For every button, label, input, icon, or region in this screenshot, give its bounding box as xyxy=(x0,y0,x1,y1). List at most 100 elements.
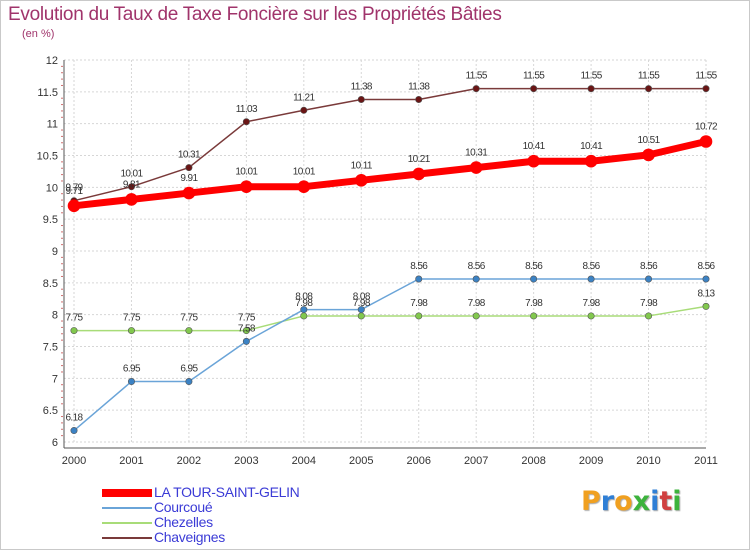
x-tick-label: 2004 xyxy=(292,455,316,467)
logo-letter: t xyxy=(659,486,673,517)
data-label-0: 9.81 xyxy=(123,179,141,190)
x-tick-label: 2000 xyxy=(62,455,86,467)
series-point-2 xyxy=(472,312,480,320)
series-point-2 xyxy=(415,312,423,320)
series-point-3 xyxy=(530,85,538,93)
legend-label: Chezelles xyxy=(154,514,213,530)
x-tick-label: 2011 xyxy=(694,455,718,467)
series-point-2 xyxy=(587,312,595,320)
series xyxy=(67,85,713,435)
series-point-0 xyxy=(469,161,483,174)
data-label-2: 7.98 xyxy=(353,298,371,309)
series-point-3 xyxy=(242,118,250,126)
y-tick-label: 6.5 xyxy=(43,405,58,417)
data-label-1: 8.08 xyxy=(295,292,313,303)
series-point-2 xyxy=(70,327,78,335)
series-point-1 xyxy=(587,275,595,283)
series-point-2 xyxy=(185,327,193,335)
logo-letter: x xyxy=(632,486,651,517)
series-point-3 xyxy=(472,85,480,93)
data-label-1: 8.56 xyxy=(583,261,601,272)
series-point-3 xyxy=(300,106,308,114)
legend-label: Chaveignes xyxy=(154,529,225,545)
series-point-2 xyxy=(702,302,710,310)
series-point-2 xyxy=(530,312,538,320)
series-point-2 xyxy=(357,312,365,320)
series-point-1 xyxy=(645,275,653,283)
y-tick-label: 9.5 xyxy=(43,214,58,226)
series-point-3 xyxy=(127,183,135,191)
series-point-1 xyxy=(242,337,250,345)
series-point-0 xyxy=(182,186,196,200)
series-point-1 xyxy=(472,275,480,283)
legend-label: Courcoué xyxy=(154,499,213,515)
y-tick-label: 10 xyxy=(46,182,58,194)
x-tick-label: 2006 xyxy=(406,455,430,467)
logo-letter: r xyxy=(600,486,615,517)
x-tick-label: 2005 xyxy=(349,455,373,467)
series-point-0 xyxy=(699,135,713,148)
y-tick-label: 7 xyxy=(52,373,58,385)
data-label-3: 11.38 xyxy=(408,81,430,92)
chart-subtitle: (en %) xyxy=(22,28,55,40)
logo-letter: i xyxy=(650,486,660,517)
series-line-3 xyxy=(73,87,707,202)
series-point-0 xyxy=(584,154,598,168)
data-label-2: 7.98 xyxy=(410,298,428,309)
data-label-1: 8.08 xyxy=(353,292,371,303)
series-point-0 xyxy=(125,193,138,206)
data-label-2: 7.75 xyxy=(65,313,83,324)
series-point-1 xyxy=(530,275,538,283)
data-label-2: 7.98 xyxy=(468,298,486,309)
legend-swatch xyxy=(102,537,152,539)
data-label-3: 11.55 xyxy=(638,71,660,82)
y-tick-label: 8.5 xyxy=(43,278,58,290)
data-label-0: 10.41 xyxy=(580,141,603,152)
series-point-1 xyxy=(70,427,78,435)
data-label-0: 10.72 xyxy=(695,121,718,132)
data-label-1: 8.56 xyxy=(640,261,658,272)
logo-letter: P xyxy=(581,486,601,517)
data-label-1: 8.56 xyxy=(410,261,428,272)
series-point-1 xyxy=(415,275,423,283)
series-point-2 xyxy=(300,312,308,320)
data-label-0: 10.51 xyxy=(638,135,661,146)
legend-swatch xyxy=(102,489,152,497)
y-tick-label: 7.5 xyxy=(43,342,58,354)
data-label-0: 10.41 xyxy=(523,141,546,152)
series-point-0 xyxy=(297,180,311,193)
data-label-2: 7.75 xyxy=(180,313,198,324)
series-point-1 xyxy=(357,306,365,314)
series-point-1 xyxy=(702,275,710,283)
data-label-1: 7.58 xyxy=(238,323,256,334)
series-point-3 xyxy=(702,85,710,93)
x-tick-label: 2001 xyxy=(119,455,143,467)
data-label-3: 10.01 xyxy=(120,169,143,180)
data-label-3: 11.03 xyxy=(236,104,258,115)
data-label-3: 11.38 xyxy=(351,81,373,92)
data-label-1: 6.18 xyxy=(65,413,83,424)
data-label-3: 11.55 xyxy=(466,71,488,82)
data-label-3: 11.55 xyxy=(695,71,717,82)
x-tick-label: 2007 xyxy=(464,455,488,467)
series-point-0 xyxy=(240,180,253,193)
data-label-0: 10.21 xyxy=(408,154,431,165)
series-point-0 xyxy=(67,199,81,213)
x-tick-label: 2008 xyxy=(521,455,545,467)
proxiti-logo: Proxiti xyxy=(581,486,682,517)
data-label-3: 11.21 xyxy=(293,92,315,103)
x-tick-label: 2009 xyxy=(579,455,603,467)
logo-letter: o xyxy=(614,486,633,517)
legend-swatch xyxy=(102,522,152,524)
data-label-3: 10.31 xyxy=(178,150,201,161)
series-point-0 xyxy=(527,154,540,168)
data-labels: 9.71 9.81 9.91 10.01 10.01 10.11 10.21 10.31 10.… xyxy=(65,71,718,424)
y-tick-label: 11 xyxy=(47,119,58,131)
logo-letter: i xyxy=(672,486,682,517)
series-line-1 xyxy=(73,278,707,432)
data-label-2: 7.75 xyxy=(238,313,256,324)
series-line-0 xyxy=(70,137,710,210)
y-tick-label: 8 xyxy=(52,310,58,322)
